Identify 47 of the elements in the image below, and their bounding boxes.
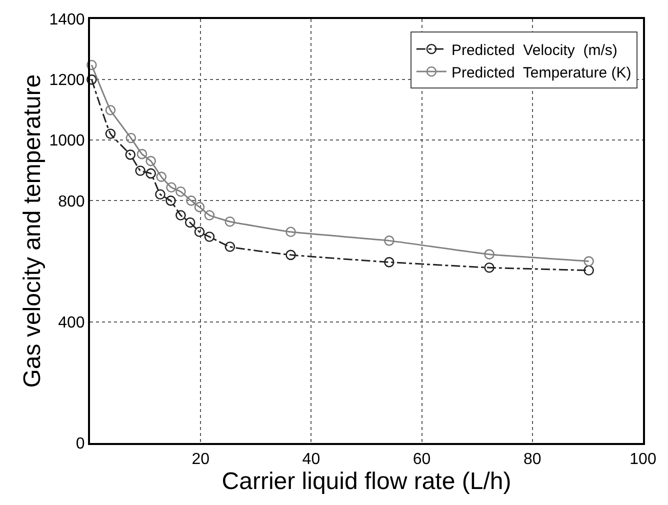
legend-label: Predicted Velocity (m/s) (451, 42, 618, 59)
y-axis-title: Gas velocity and temperature (18, 74, 46, 388)
point (204, 210, 215, 220)
point (176, 210, 186, 220)
point (126, 132, 136, 144)
y-tick-label: 1000 (49, 132, 85, 150)
legend-label: Predicted Temperature (K) (451, 64, 632, 82)
point (184, 217, 196, 228)
x-tick-label: 80 (524, 451, 542, 468)
point (484, 249, 494, 260)
x-axis-title: Carrier liquid flow rate (L/h) (222, 468, 512, 496)
y-tick-label: 0 (76, 436, 85, 453)
y-tick-label: 400 (58, 314, 85, 332)
point (155, 189, 166, 200)
point (176, 186, 186, 197)
point (384, 257, 394, 268)
y-tick-label: 800 (58, 193, 85, 210)
point (125, 150, 136, 160)
point (166, 196, 176, 206)
point (136, 148, 148, 160)
x-tick-label: 60 (412, 451, 431, 468)
point (156, 172, 166, 182)
x-tick-label: 20 (192, 451, 210, 468)
point (105, 128, 116, 139)
x-tick-label: 40 (302, 451, 320, 468)
point (584, 265, 594, 276)
point (204, 232, 215, 242)
y-tick-label: 1400 (49, 12, 85, 29)
point (166, 182, 176, 193)
point (484, 262, 494, 273)
point (224, 216, 236, 227)
point (224, 242, 236, 252)
point (286, 226, 296, 238)
point (146, 168, 156, 179)
point (584, 256, 594, 266)
point (286, 250, 296, 260)
point (135, 166, 146, 176)
point (194, 226, 205, 238)
x-tick-label: 100 (630, 451, 656, 468)
point (146, 156, 156, 166)
point (86, 60, 97, 70)
point (384, 236, 394, 246)
point (105, 105, 116, 116)
point (186, 196, 196, 206)
y-tick-label: 1200 (49, 72, 85, 90)
point (86, 74, 97, 85)
point (194, 202, 205, 212)
